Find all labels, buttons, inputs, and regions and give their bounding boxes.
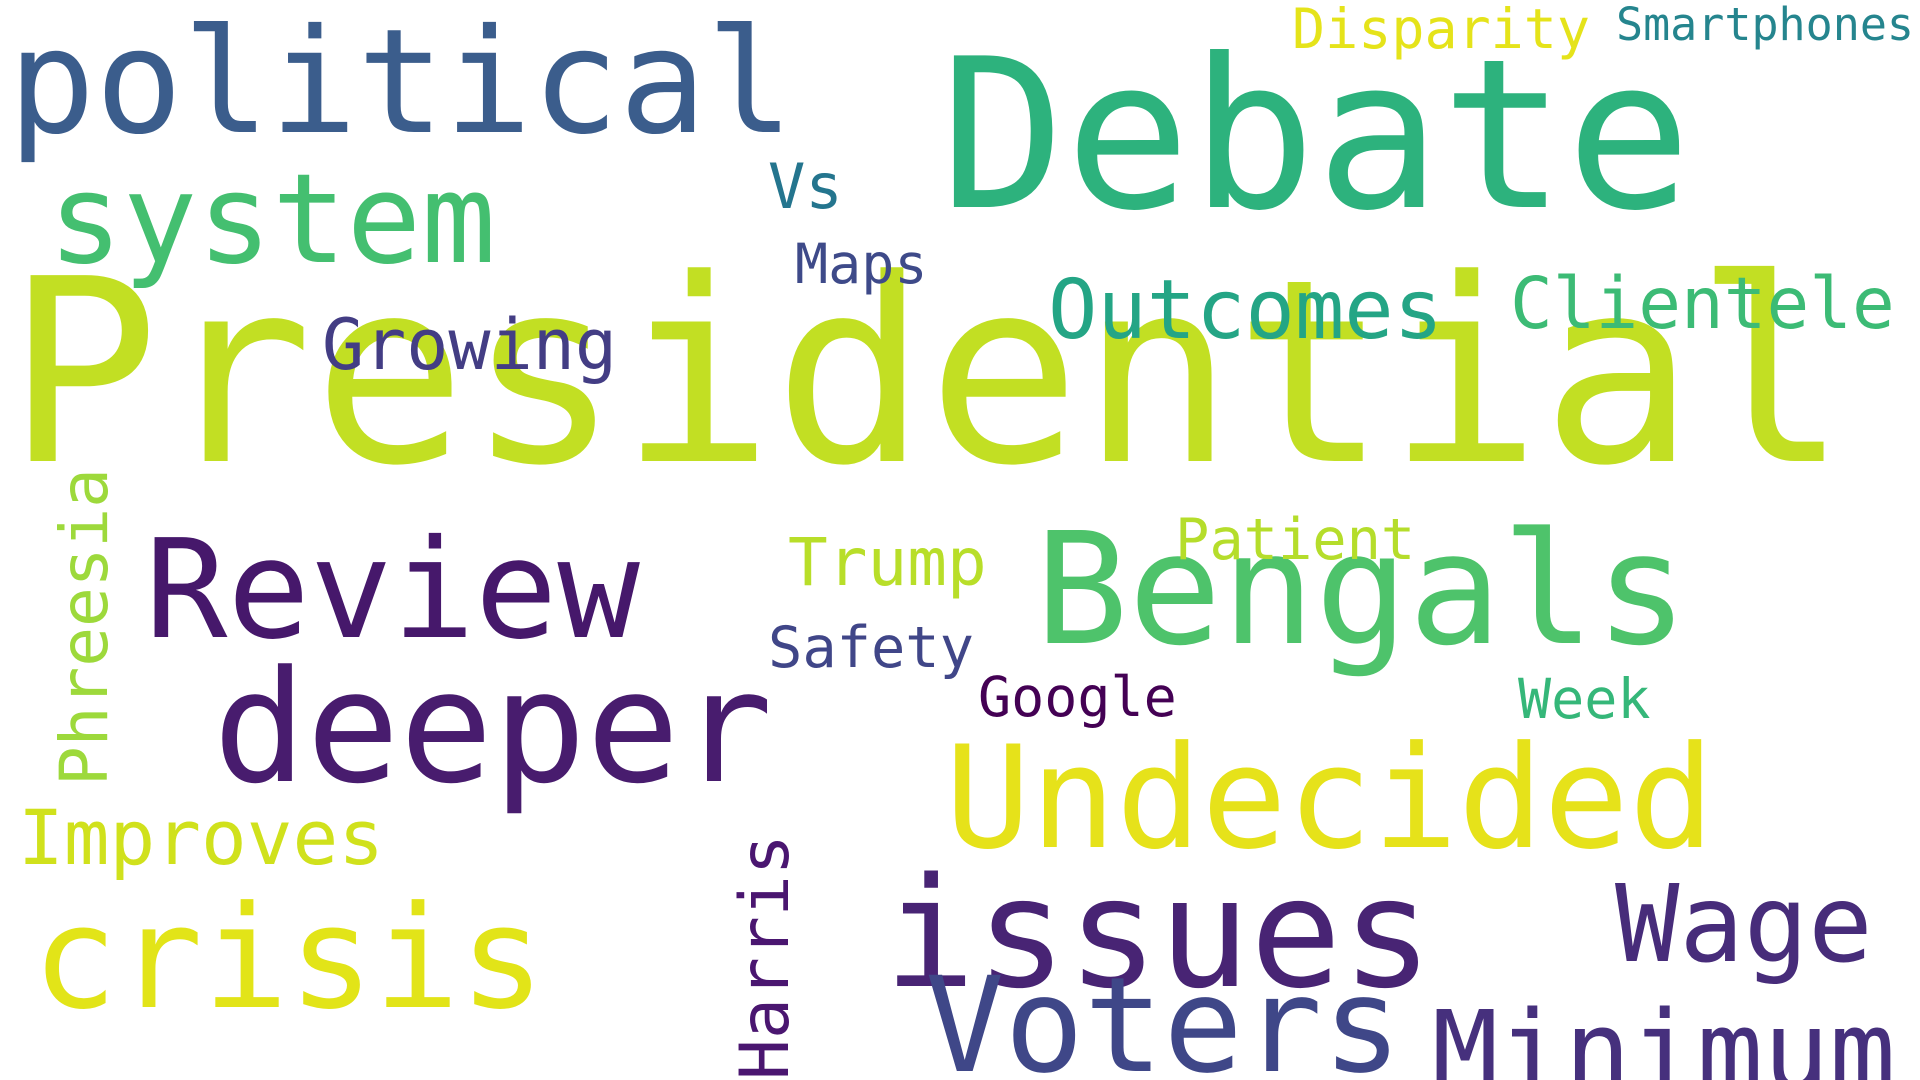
word-minimum: Minimum xyxy=(1432,987,1896,1080)
word-smartphones: Smartphones xyxy=(1616,0,1915,51)
word-vs: Vs xyxy=(768,150,843,223)
word-trump: Trump xyxy=(788,524,987,601)
word-bengals: Bengals xyxy=(1035,499,1689,680)
word-growing: Growing xyxy=(322,304,618,386)
word-crisis: crisis xyxy=(32,876,545,1041)
word-deeper: deeper xyxy=(213,637,773,818)
word-wage: Wage xyxy=(1615,863,1873,987)
word-system: system xyxy=(48,148,496,292)
word-safety: Safety xyxy=(768,615,974,681)
word-harris: Harris xyxy=(726,834,805,1080)
word-clientele: Clientele xyxy=(1510,262,1895,345)
word-google: Google xyxy=(978,665,1177,729)
word-presidential: Presidential xyxy=(6,225,1849,522)
word-week: Week xyxy=(1518,667,1651,731)
word-patient: Patient xyxy=(1175,507,1416,573)
word-disparity: Disparity xyxy=(1292,0,1591,61)
word-undecided: Undecided xyxy=(945,716,1715,881)
word-phreesia: Phreesia xyxy=(46,468,123,786)
word-issues: issues xyxy=(884,845,1434,1022)
word-maps: Maps xyxy=(795,232,928,296)
word-debate: Debate xyxy=(940,15,1692,257)
word-political: political xyxy=(8,0,794,167)
word-voters: Voters xyxy=(925,949,1402,1080)
word-outcomes: Outcomes xyxy=(1048,263,1443,358)
word-review: Review xyxy=(145,511,640,670)
word-improves: Improves xyxy=(18,793,385,882)
